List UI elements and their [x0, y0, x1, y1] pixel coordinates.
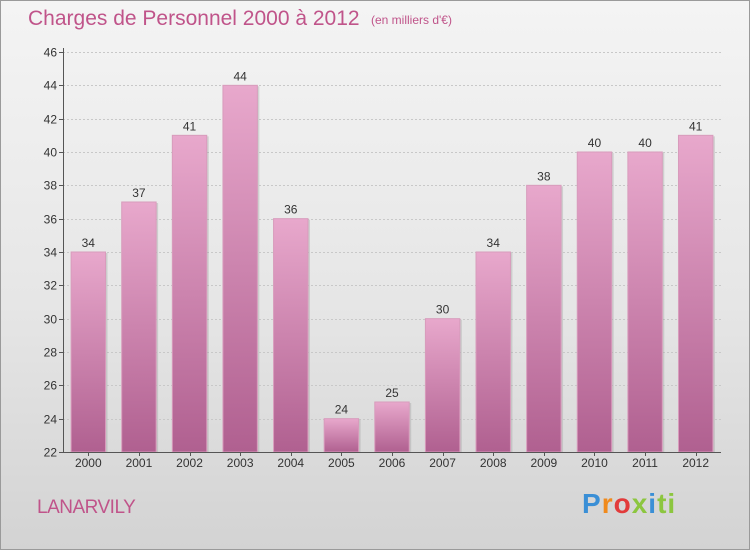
data-label: 38 — [537, 169, 551, 183]
x-tick-label: 2009 — [530, 456, 557, 470]
x-tick-label: 2010 — [581, 456, 608, 470]
data-label: 34 — [487, 236, 501, 250]
chart-subtitle: (en milliers d'€) — [371, 13, 452, 27]
bar — [323, 418, 360, 453]
logo-letter: i — [667, 488, 677, 519]
bar — [526, 184, 562, 453]
bar — [576, 151, 613, 453]
data-label: 41 — [183, 119, 197, 133]
data-label: 44 — [233, 69, 247, 83]
bar — [677, 134, 714, 453]
bar — [627, 151, 663, 453]
y-tick-label: 30 — [44, 313, 58, 327]
y-tick-label: 32 — [44, 279, 58, 293]
bar — [424, 318, 461, 453]
data-label: 34 — [82, 236, 96, 250]
y-tick-label: 22 — [44, 446, 58, 460]
x-tick-label: 2000 — [75, 456, 102, 470]
bar — [475, 251, 511, 453]
data-label: 24 — [335, 403, 349, 417]
y-tick-label: 38 — [44, 179, 58, 193]
commune-name: LANARVILY — [37, 497, 136, 518]
y-tick-label: 42 — [44, 113, 58, 127]
logo-letter: x — [631, 488, 649, 519]
bar — [273, 218, 309, 453]
x-tick-label: 2008 — [480, 456, 507, 470]
proxiti-logo: Proxiti — [582, 488, 676, 520]
x-tick-label: 2007 — [429, 456, 456, 470]
y-tick-label: 28 — [44, 346, 58, 360]
y-tick-label: 40 — [44, 146, 58, 160]
logo-letter: t — [657, 488, 668, 519]
y-tick-label: 46 — [44, 46, 58, 60]
x-tick-label: 2005 — [328, 456, 355, 470]
y-tick-label: 34 — [44, 246, 58, 260]
axes — [59, 48, 721, 456]
logo-letter: r — [601, 488, 614, 519]
x-tick-label: 2006 — [379, 456, 406, 470]
x-tick-label: 2001 — [126, 456, 153, 470]
data-label: 40 — [588, 136, 602, 150]
data-label: 30 — [436, 303, 450, 317]
chart-title: Charges de Personnel 2000 à 2012 — [28, 7, 360, 30]
bar — [70, 251, 107, 453]
logo-letter: o — [613, 488, 632, 519]
x-tick-label: 2002 — [176, 456, 203, 470]
y-tick-label: 44 — [44, 79, 58, 93]
labels: 22 24 26 28 30 32 34 36 38 40 42 44 46 34 2000 37 2001 41… — [44, 46, 710, 471]
data-label: 37 — [132, 186, 146, 200]
x-tick-label: 2004 — [277, 456, 304, 470]
data-label: 36 — [284, 203, 298, 217]
x-tick-label: 2011 — [632, 456, 658, 470]
bar — [171, 134, 208, 453]
data-label: 41 — [689, 119, 703, 133]
y-tick-label: 26 — [44, 379, 58, 393]
data-label: 25 — [385, 386, 399, 400]
data-label: 40 — [638, 136, 652, 150]
bar — [222, 84, 258, 453]
y-tick-label: 24 — [44, 413, 58, 427]
bar — [121, 201, 157, 453]
x-tick-label: 2003 — [227, 456, 254, 470]
logo-letter: i — [648, 488, 658, 519]
logo-letter: P — [582, 488, 602, 519]
bars — [70, 84, 715, 453]
bar — [374, 401, 410, 453]
y-tick-label: 36 — [44, 213, 58, 227]
x-tick-label: 2012 — [682, 456, 709, 470]
